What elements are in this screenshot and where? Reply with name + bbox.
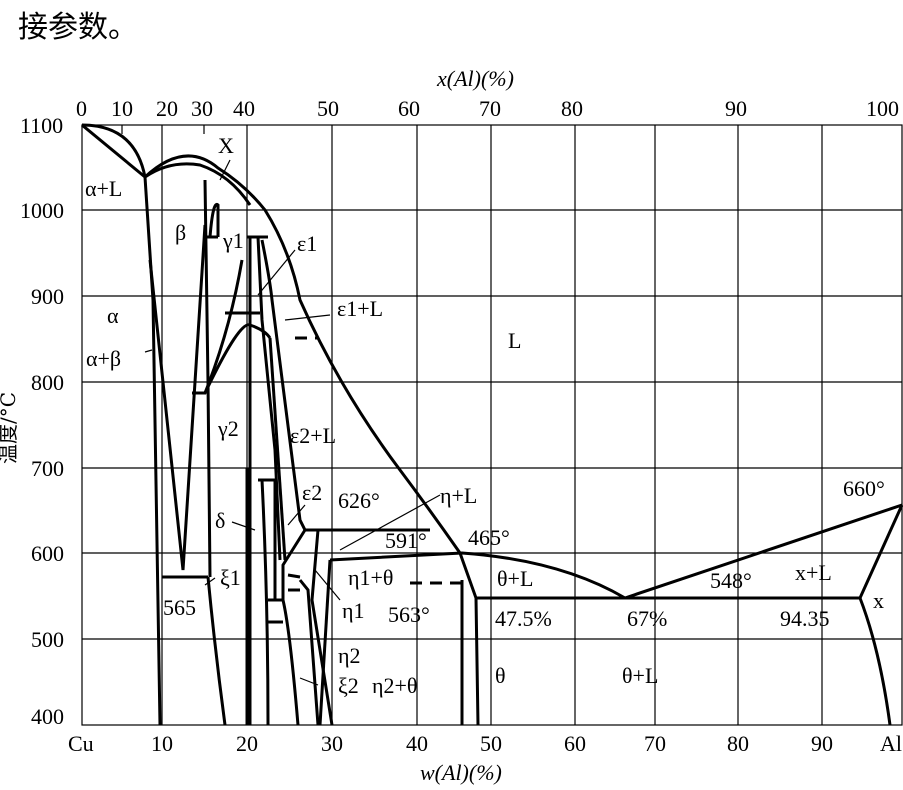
- annotation: 94.35: [780, 606, 830, 631]
- region-label: ε2+L: [290, 423, 337, 448]
- bottom-tick: 40: [406, 731, 428, 756]
- annotation: 67%: [627, 606, 668, 631]
- region-label: ε1: [297, 231, 318, 256]
- annotation: 465°: [468, 525, 510, 550]
- region-label: θ+L: [497, 566, 534, 591]
- top-tick: 30: [191, 96, 213, 121]
- region-label: L: [508, 328, 522, 353]
- y-axis-label: 温度/°C: [0, 391, 21, 465]
- y-tick: 1000: [20, 198, 64, 223]
- bottom-axis-label: w(Al)(%): [420, 760, 502, 785]
- region-label: ε2: [302, 480, 323, 505]
- top-axis-label: x(Al)(%): [437, 66, 514, 91]
- annotation: 660°: [843, 476, 885, 501]
- annotation: 591°: [385, 528, 427, 553]
- header-text: 接参数。: [18, 10, 138, 45]
- dashed-lines: [295, 336, 465, 585]
- top-tick: 50: [317, 96, 339, 121]
- bottom-tick: 10: [151, 731, 173, 756]
- region-label: X: [218, 133, 234, 158]
- top-tick: 70: [479, 96, 501, 121]
- region-label: x: [873, 588, 884, 613]
- region-label: η1: [342, 598, 365, 623]
- region-label: δ: [215, 508, 226, 533]
- bottom-tick: 80: [727, 731, 749, 756]
- bottom-tick: 50: [480, 731, 502, 756]
- y-tick: 900: [31, 284, 64, 309]
- leader-lines: [144, 159, 441, 686]
- bottom-tick: 90: [811, 731, 833, 756]
- phase-boundaries: [81, 123, 903, 726]
- top-tick: 40: [233, 96, 255, 121]
- region-label: η2+θ: [372, 673, 418, 698]
- top-tick: 60: [398, 96, 420, 121]
- bottom-tick: 60: [564, 731, 586, 756]
- region-label: ξ2: [338, 673, 359, 698]
- y-tick: 700: [31, 456, 64, 481]
- region-label: α+β: [86, 346, 122, 371]
- bottom-tick: Al: [880, 731, 902, 756]
- region-label: ε1+L: [337, 296, 384, 321]
- region-label: β: [175, 220, 187, 245]
- annotation: 548°: [710, 568, 752, 593]
- annotation: 47.5%: [495, 606, 552, 631]
- region-label: θ: [495, 663, 506, 688]
- top-tick: 0: [76, 96, 87, 121]
- region-label: η+L: [440, 483, 478, 508]
- y-tick: 400: [31, 704, 64, 729]
- top-tick: 10: [111, 96, 133, 121]
- annotation: 626°: [338, 488, 380, 513]
- bottom-tick: 70: [644, 731, 666, 756]
- region-label: x+L: [795, 560, 832, 585]
- annotation: 565: [163, 595, 196, 620]
- region-label: θ+L: [622, 663, 659, 688]
- top-tick: 100: [866, 96, 899, 121]
- bottom-tick: Cu: [68, 731, 94, 756]
- annotation: 563°: [388, 602, 430, 627]
- bottom-tick: 30: [321, 731, 343, 756]
- region-label: γ2: [218, 416, 239, 441]
- region-label: η1+θ: [348, 565, 394, 590]
- region-label: γ1: [223, 228, 244, 253]
- y-tick: 500: [31, 627, 64, 652]
- top-tick: 80: [561, 96, 583, 121]
- y-tick: 800: [31, 370, 64, 395]
- top-tick: 90: [725, 96, 747, 121]
- y-tick: 600: [31, 541, 64, 566]
- region-label: ξ1: [220, 565, 241, 590]
- region-label: α+L: [85, 176, 123, 201]
- y-tick: 1100: [20, 113, 64, 138]
- region-label: η2: [338, 643, 361, 668]
- top-tick: 20: [156, 96, 178, 121]
- bottom-tick: 20: [236, 731, 258, 756]
- region-label: α: [107, 303, 119, 328]
